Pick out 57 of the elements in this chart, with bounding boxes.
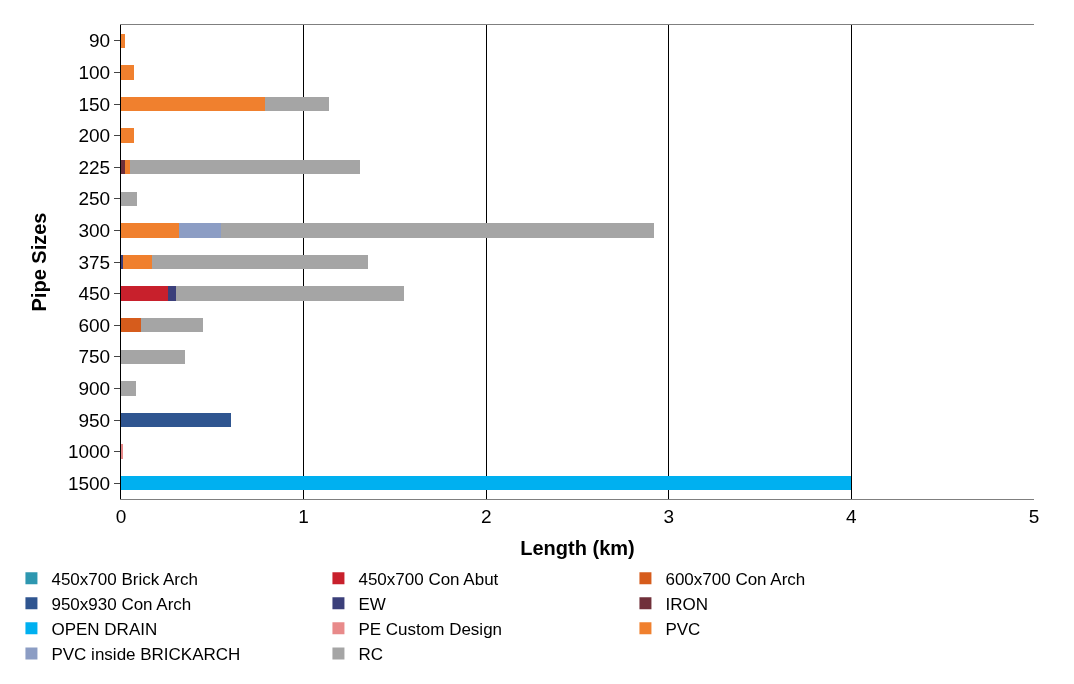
bar xyxy=(175,286,405,301)
y-tick-label: 90 xyxy=(89,30,111,52)
legend-label: OPEN DRAIN xyxy=(51,620,158,639)
y-tick-label: 750 xyxy=(78,346,111,368)
bar xyxy=(121,96,266,112)
y-axis-title: Pipe Sizes xyxy=(28,212,51,312)
bar xyxy=(121,191,138,206)
bar xyxy=(130,160,361,175)
y-tick-label: 1500 xyxy=(67,472,111,494)
y-tick-label: 600 xyxy=(78,314,111,336)
y-tick-label: 950 xyxy=(78,409,111,431)
bar xyxy=(141,318,204,333)
x-tick-label: 3 xyxy=(663,505,675,527)
y-tick-label: 900 xyxy=(78,378,111,400)
bar xyxy=(121,318,142,333)
legend-label: PE Custom Design xyxy=(358,620,503,639)
legend-label: 950x930 Con Arch xyxy=(51,594,192,614)
bar xyxy=(121,349,185,364)
bar xyxy=(121,476,852,491)
legend-label: 450x700 Brick Arch xyxy=(51,569,198,589)
y-tick-label: 250 xyxy=(78,188,111,210)
legend-label: IRON xyxy=(665,594,708,614)
x-tick-label: 2 xyxy=(480,505,492,527)
bar xyxy=(121,33,125,48)
y-tick-label: 375 xyxy=(78,251,111,273)
x-tick-label: 4 xyxy=(846,505,858,527)
y-tick-label: 200 xyxy=(78,125,111,147)
legend-label: PVC inside BRICKARCH xyxy=(51,645,241,665)
legend-label: RC xyxy=(358,645,383,665)
x-tick-label: 1 xyxy=(298,505,309,527)
x-axis-title: Length (km) xyxy=(520,537,635,560)
y-tick-label: 150 xyxy=(78,93,111,115)
bar xyxy=(124,160,131,175)
bar xyxy=(168,286,176,301)
x-tick-label: 0 xyxy=(115,505,127,527)
bar xyxy=(121,160,125,175)
bar xyxy=(121,65,134,80)
y-tick-label: 1000 xyxy=(67,441,111,463)
legend-label: PVC xyxy=(665,620,701,639)
legend-label: 450x700 Con Abut xyxy=(358,569,499,589)
y-tick-label: 300 xyxy=(78,220,111,242)
bar xyxy=(265,96,330,112)
bar xyxy=(121,381,136,396)
legend-label: EW xyxy=(358,594,386,614)
x-tick-label: 5 xyxy=(1028,505,1040,527)
legend-label: 600x700 Con Arch xyxy=(665,569,806,589)
bar xyxy=(179,223,222,238)
bar xyxy=(121,286,169,301)
bar xyxy=(121,128,134,143)
y-tick-label: 100 xyxy=(78,62,111,84)
bar xyxy=(121,223,180,238)
bar xyxy=(221,223,655,238)
bar xyxy=(152,254,368,270)
y-tick-label: 450 xyxy=(78,283,111,305)
y-tick-label: 225 xyxy=(78,156,111,178)
bar xyxy=(121,412,231,428)
bar xyxy=(122,254,153,270)
